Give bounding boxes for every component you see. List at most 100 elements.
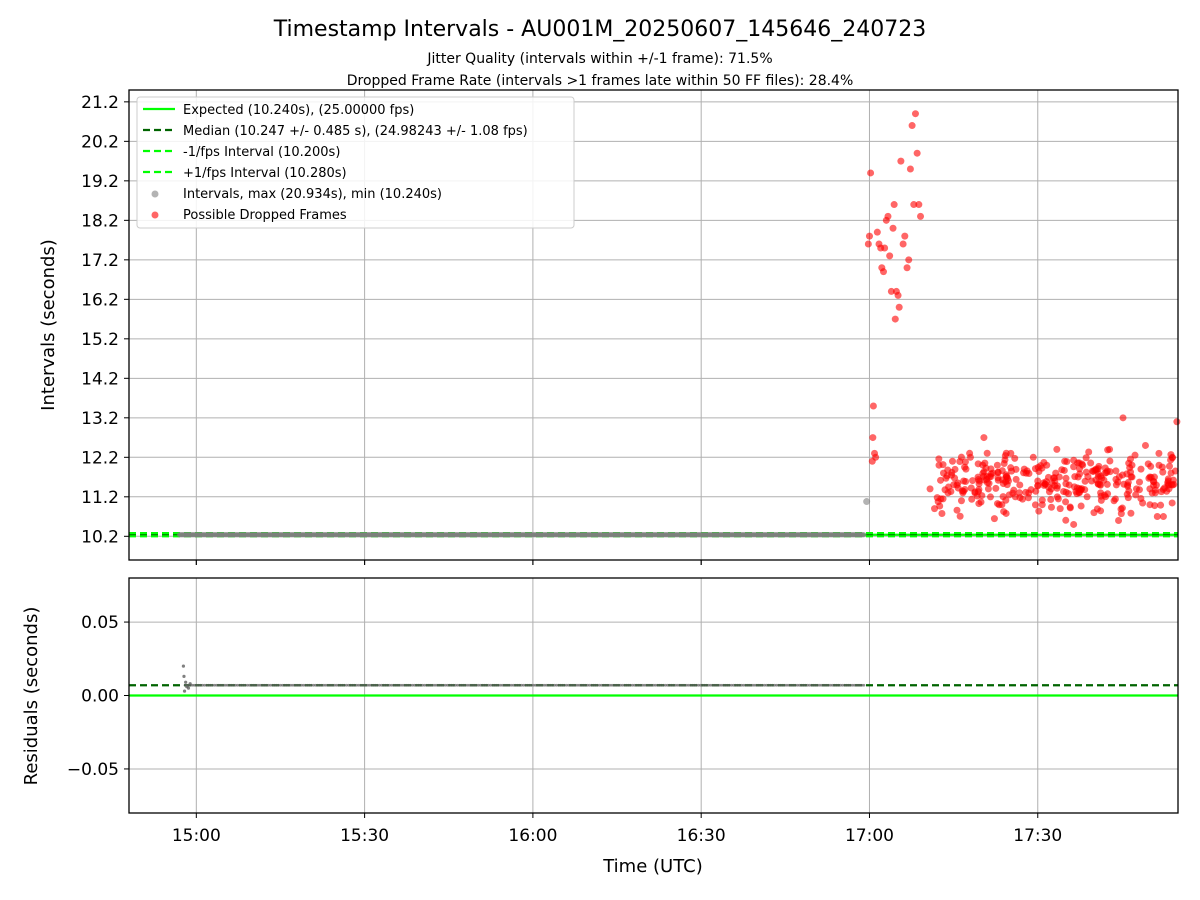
dropped-frame-point	[1106, 457, 1114, 465]
dropped-frame-point	[1007, 464, 1015, 472]
residual-point	[296, 683, 300, 687]
residual-point	[343, 683, 346, 687]
residual-point	[271, 683, 275, 687]
residual-point	[603, 683, 607, 687]
residual-point	[498, 683, 502, 687]
dropped-frame-point	[1106, 445, 1114, 453]
residual-point	[724, 683, 728, 687]
residual-point	[314, 683, 317, 687]
dropped-frame-point	[1150, 473, 1158, 481]
x-tick-label: 16:00	[508, 826, 557, 846]
residual-point	[500, 683, 504, 687]
dropped-frame-point	[1146, 501, 1154, 509]
residual-point	[646, 683, 650, 687]
residual-point	[702, 683, 706, 687]
residual-point	[640, 683, 644, 687]
residual-point	[572, 683, 576, 687]
dropped-frame-point	[993, 461, 1001, 469]
residual-point	[477, 683, 481, 687]
dropped-frame-point	[983, 449, 991, 457]
residual-point	[844, 683, 848, 687]
dropped-frame-point	[1066, 503, 1074, 511]
residual-point	[728, 683, 732, 687]
dropped-frame-point	[980, 434, 988, 442]
dropped-frame-point	[895, 303, 903, 311]
residual-point	[687, 683, 691, 687]
dropped-frame-point	[1060, 466, 1068, 474]
dropped-frame-point	[1092, 465, 1100, 473]
residual-point	[601, 683, 605, 687]
dropped-frame-point	[897, 157, 905, 165]
residuals-y-ticks: 0.05 0.00 −0.05	[67, 613, 129, 780]
residual-point	[329, 683, 333, 687]
intervals-y-tick-label: 12.2	[81, 448, 119, 468]
residual-point	[356, 683, 360, 687]
dropped-frame-point	[1145, 474, 1153, 482]
dropped-frame-point	[1079, 461, 1087, 469]
residual-point	[302, 683, 306, 687]
residual-point	[191, 683, 195, 687]
residual-point	[704, 683, 708, 687]
residual-point	[782, 683, 786, 687]
residual-point	[547, 683, 551, 687]
dropped-frame-point	[1115, 517, 1123, 525]
residual-point	[545, 683, 549, 687]
residual-point	[195, 683, 199, 687]
residual-point	[236, 683, 240, 687]
residual-point	[574, 683, 578, 687]
residual-point	[370, 683, 374, 687]
dropped-frame-point	[1035, 507, 1043, 515]
residual-point	[751, 683, 755, 687]
dropped-frame-point	[903, 264, 911, 272]
residual-point	[454, 683, 457, 687]
residual-point	[586, 683, 590, 687]
residual-point	[808, 683, 811, 687]
dropped-frame-point	[915, 201, 923, 209]
residual-point	[829, 683, 833, 687]
residual-point	[862, 683, 866, 687]
dropped-frame-point	[1061, 457, 1069, 465]
dropped-frame-point	[1101, 469, 1109, 477]
residual-point	[636, 683, 640, 687]
residual-point	[419, 683, 422, 687]
dropped-frame-point	[1011, 493, 1019, 501]
residual-point	[823, 683, 827, 687]
residual-point	[531, 683, 535, 687]
dropped-frame-point	[901, 232, 909, 240]
residual-point	[759, 683, 763, 687]
residual-point	[267, 683, 271, 687]
residual-point	[701, 683, 704, 687]
residual-point	[261, 683, 265, 687]
residual-point	[623, 683, 627, 687]
dropped-frame-point	[1032, 487, 1040, 495]
residual-point	[393, 683, 397, 687]
dropped-frame-point	[989, 469, 997, 477]
dropped-frame-point	[945, 483, 953, 491]
residual-point	[691, 683, 695, 687]
chart-subtitle-jitter: Jitter Quality (intervals within +/-1 fr…	[426, 51, 772, 67]
dropped-frame-point	[953, 481, 961, 489]
residual-point	[566, 683, 570, 687]
residual-point	[475, 683, 479, 687]
residual-point	[662, 683, 665, 687]
dropped-frame-point	[1012, 465, 1020, 473]
dropped-frame-point	[1087, 459, 1095, 467]
residual-point	[506, 683, 510, 687]
residual-point	[331, 683, 335, 687]
dropped-frame-point	[913, 149, 921, 157]
dropped-frame-point	[1157, 501, 1165, 509]
residual-point	[669, 683, 673, 687]
residual-point	[809, 683, 813, 687]
residual-point	[422, 683, 426, 687]
intervals-y-tick-label: 11.2	[81, 488, 119, 508]
residual-point	[607, 683, 611, 687]
residual-point	[304, 683, 308, 687]
dropped-frame-point	[983, 472, 991, 480]
dropped-frame-point	[1137, 465, 1145, 473]
legend-dropped-swatch	[151, 211, 159, 219]
residual-point	[245, 683, 249, 687]
residual-point	[205, 683, 208, 687]
residual-point	[228, 683, 232, 687]
residual-point	[831, 683, 835, 687]
residual-point	[455, 683, 459, 687]
